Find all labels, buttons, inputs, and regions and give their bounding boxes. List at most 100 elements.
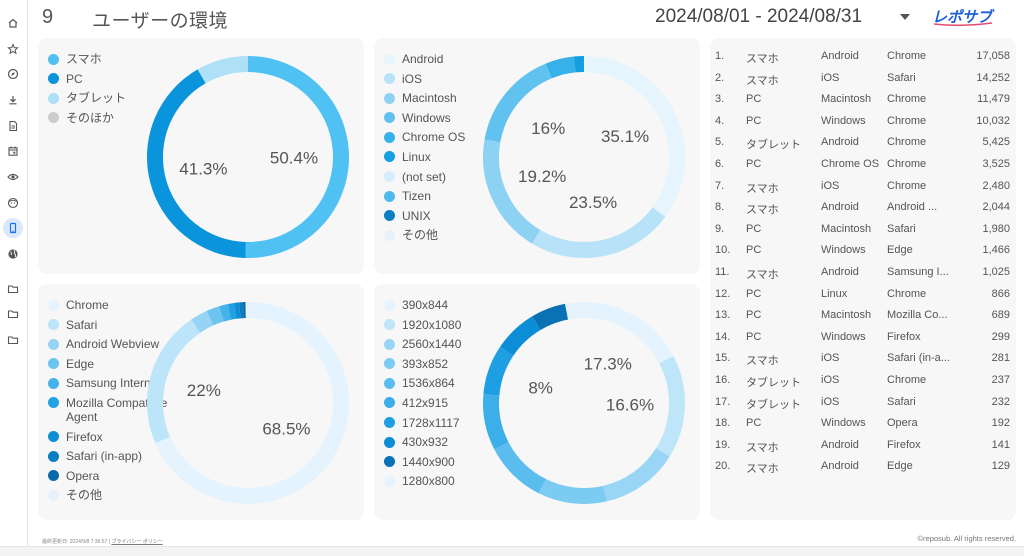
legend-item[interactable]: 1728x1117 <box>384 416 461 430</box>
table-row[interactable]: 9. PC Macintosh Safari 1,980 <box>710 220 1016 242</box>
table-row[interactable]: 3. PC Macintosh Chrome 11,479 <box>710 90 1016 112</box>
star-icon[interactable] <box>5 41 21 57</box>
table-row[interactable]: 15. スマホ iOS Safari (in-a... 281 <box>710 349 1016 371</box>
table-row[interactable]: 16. タブレット iOS Chrome 237 <box>710 371 1016 393</box>
legend-item[interactable]: 1920x1080 <box>384 318 461 332</box>
donut-slice[interactable] <box>147 319 201 444</box>
donut-slice[interactable] <box>197 56 248 84</box>
folder-icon[interactable] <box>5 306 21 322</box>
legend-item[interactable]: Linux <box>384 150 465 164</box>
legend-item[interactable]: そのほか <box>48 111 126 125</box>
legend-item[interactable]: Macintosh <box>384 91 465 105</box>
legend-item[interactable]: Chrome <box>48 298 181 312</box>
donut-slice[interactable] <box>206 306 224 326</box>
legend-item[interactable]: iOS <box>384 72 465 86</box>
donut-slice[interactable] <box>583 302 674 364</box>
legend-item[interactable]: Windows <box>384 111 465 125</box>
legend-item[interactable]: 390x844 <box>384 298 461 312</box>
donut-slice[interactable] <box>500 316 541 356</box>
legend-item[interactable]: タブレット <box>48 91 126 105</box>
home-icon[interactable] <box>5 15 21 31</box>
table-row[interactable]: 10. PC Windows Edge 1,466 <box>710 241 1016 263</box>
eye-icon[interactable] <box>5 169 21 185</box>
legend-label: その他 <box>66 488 103 503</box>
legend-label: Chrome <box>66 298 109 312</box>
donut-slice[interactable] <box>227 302 237 320</box>
legend-item[interactable]: Tizen <box>384 189 465 203</box>
legend-item[interactable]: 1536x864 <box>384 376 461 390</box>
legend-item[interactable]: 393x852 <box>384 357 461 371</box>
donut-slice[interactable] <box>147 69 246 258</box>
smartphone-icon[interactable] <box>3 218 23 238</box>
legend-item[interactable]: Opera <box>48 469 181 483</box>
donut-slice[interactable] <box>494 441 547 494</box>
bottom-scrollbar[interactable] <box>0 546 1024 556</box>
donut-slice[interactable] <box>234 302 241 319</box>
table-row[interactable]: 6. PC Chrome OS Chrome 3,525 <box>710 155 1016 177</box>
legend-item[interactable]: Firefox <box>48 430 181 444</box>
compass-icon[interactable] <box>5 66 21 82</box>
legend-item[interactable]: スマホ <box>48 52 126 66</box>
table-row[interactable]: 2. スマホ iOS Safari 14,252 <box>710 69 1016 91</box>
legend-item[interactable]: PC <box>48 72 126 86</box>
donut-slice[interactable] <box>484 63 552 143</box>
legend-item[interactable]: Android Webview <box>48 337 181 351</box>
legend-item[interactable]: Safari (in-app) <box>48 449 181 463</box>
donut-slice[interactable] <box>565 302 585 320</box>
legend-item[interactable]: Edge <box>48 357 181 371</box>
globe-icon[interactable] <box>5 246 21 262</box>
privacy-policy-link[interactable]: プライバシー ポリシー <box>111 539 163 545</box>
document-icon[interactable] <box>5 118 21 134</box>
table-row[interactable]: 12. PC Linux Chrome 866 <box>710 285 1016 307</box>
folder-icon[interactable] <box>5 332 21 348</box>
table-row[interactable]: 19. スマホ Android Firefox 141 <box>710 436 1016 458</box>
count-cell: 866 <box>991 287 1010 300</box>
legend-item[interactable]: UNIX <box>384 209 465 223</box>
date-range-picker[interactable]: 2024/08/01 - 2024/08/31 <box>655 6 863 27</box>
legend-item[interactable]: Chrome OS <box>384 130 465 144</box>
donut-slice[interactable] <box>191 310 214 333</box>
table-row[interactable]: 20. スマホ Android Edge 129 <box>710 457 1016 479</box>
folder-icon[interactable] <box>5 281 21 297</box>
legend-item[interactable]: 412x915 <box>384 396 461 410</box>
donut-slice[interactable] <box>245 56 349 258</box>
donut-slice[interactable] <box>583 56 685 217</box>
donut-slice[interactable] <box>545 56 576 79</box>
legend-item[interactable]: Android <box>384 52 465 66</box>
donut-slice[interactable] <box>538 478 607 504</box>
legend-item[interactable]: 1280x800 <box>384 474 461 488</box>
legend-item[interactable]: Samsung Internet <box>48 376 181 390</box>
donut-slice[interactable] <box>532 207 666 258</box>
legend-item[interactable]: 2560x1440 <box>384 337 461 351</box>
table-row[interactable]: 7. スマホ iOS Chrome 2,480 <box>710 177 1016 199</box>
table-row[interactable]: 13. PC Macintosh Mozilla Co... 689 <box>710 306 1016 328</box>
donut-slice[interactable] <box>219 304 232 322</box>
legend-item[interactable]: (not set) <box>384 170 465 184</box>
donut-slice[interactable] <box>483 139 541 244</box>
donut-slice[interactable] <box>602 447 670 502</box>
donut-slice[interactable] <box>483 394 509 450</box>
table-row[interactable]: 8. スマホ Android Android ... 2,044 <box>710 198 1016 220</box>
table-row[interactable]: 1. スマホ Android Chrome 17,058 <box>710 47 1016 69</box>
legend-item[interactable]: Safari <box>48 318 181 332</box>
legend-item[interactable]: Mozilla Compatible Agent <box>48 396 181 424</box>
browser-cell: Safari (in-a... <box>887 352 950 365</box>
legend-item[interactable]: 430x932 <box>384 435 461 449</box>
donut-slice[interactable] <box>155 302 349 504</box>
table-row[interactable]: 18. PC Windows Opera 192 <box>710 414 1016 436</box>
table-row[interactable]: 14. PC Windows Firefox 299 <box>710 328 1016 350</box>
table-row[interactable]: 17. タブレット iOS Safari 232 <box>710 393 1016 415</box>
face-icon[interactable] <box>5 195 21 211</box>
table-row[interactable]: 11. スマホ Android Samsung I... 1,025 <box>710 263 1016 285</box>
chevron-down-icon[interactable] <box>900 14 910 20</box>
donut-slice[interactable] <box>655 356 685 457</box>
donut-slice[interactable] <box>532 303 569 331</box>
donut-slice[interactable] <box>483 346 514 396</box>
table-row[interactable]: 4. PC Windows Chrome 10,032 <box>710 112 1016 134</box>
table-row[interactable]: 5. タブレット Android Chrome 5,425 <box>710 133 1016 155</box>
calendar-icon[interactable] <box>5 143 21 159</box>
download-icon[interactable] <box>5 92 21 108</box>
legend-item[interactable]: 1440x900 <box>384 455 461 469</box>
legend-item[interactable]: その他 <box>48 488 181 502</box>
legend-item[interactable]: その他 <box>384 228 465 242</box>
